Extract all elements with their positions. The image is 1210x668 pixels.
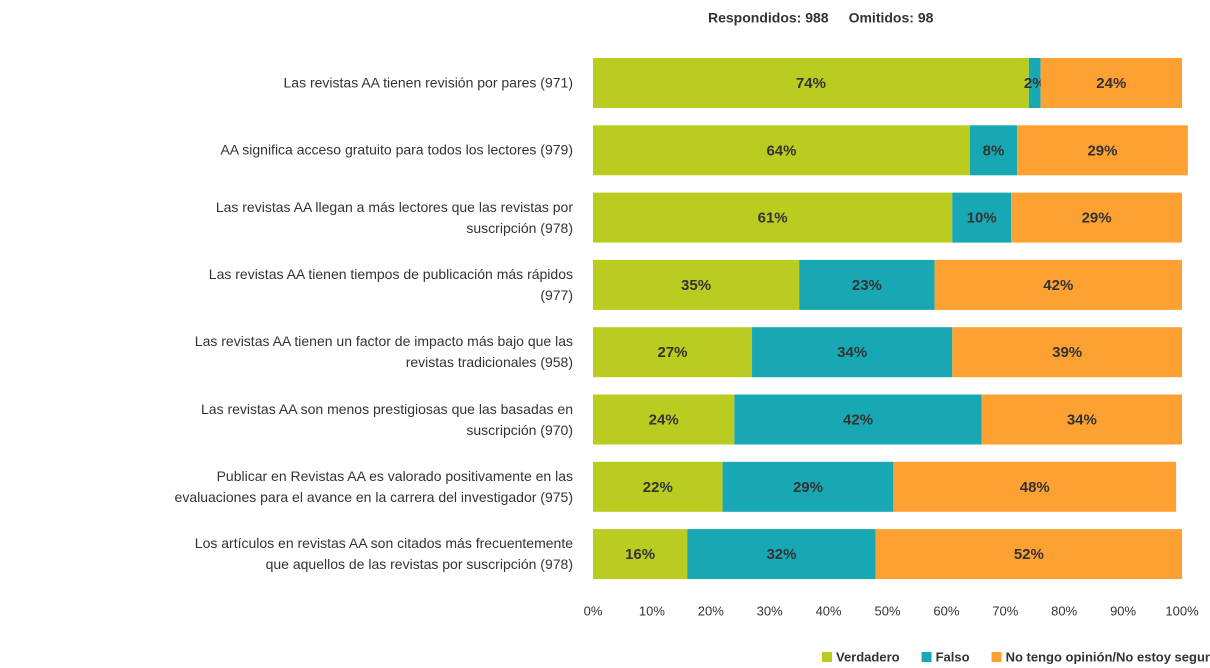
bar-segment [952,327,1182,378]
data-label: 27% [657,344,687,361]
data-label: 39% [1052,344,1082,361]
data-label: 48% [1020,479,1050,496]
bar-segment [799,259,935,310]
data-label: 42% [843,411,873,428]
data-label: 23% [852,277,882,294]
x-tick-label: 60% [933,603,959,618]
data-label: 10% [967,210,997,227]
x-tick-label: 70% [992,603,1018,618]
bar-segment [969,125,1018,176]
legend-label: No tengo opinión/No estoy seguro [1006,649,1210,664]
bar-segment [593,58,1029,108]
data-label: 29% [1082,210,1112,227]
bar-segment [734,394,982,445]
bar-segment [593,259,800,310]
legend-swatch [822,652,832,662]
category-label: Los artículos en revistas AA son citados… [194,535,573,573]
bar-segment [1028,58,1041,108]
x-tick-label: 10% [639,603,665,618]
bar-segment [593,394,735,445]
bar-segment [593,327,753,378]
data-label: 16% [625,546,655,563]
bar-segment [593,192,953,243]
data-label: 24% [1096,75,1126,92]
bar-segment [934,259,1182,310]
bar-segment [752,327,953,378]
data-label: 32% [766,546,796,563]
data-label: 35% [681,277,711,294]
annotation: Omitidos: 98 [849,10,934,26]
x-tick-label: 40% [816,603,842,618]
bar-segment [593,529,688,580]
data-label: 42% [1043,277,1073,294]
x-tick-label: 100% [1165,603,1199,618]
data-label: 8% [983,142,1005,159]
bar-segment [1017,125,1188,176]
category-label: Las revistas AA tienen tiempos de public… [208,265,573,303]
legend-swatch [991,652,1002,662]
category-label: Publicar en Revistas AA es valorado posi… [174,467,573,505]
data-label: 22% [643,479,673,496]
x-tick-label: 50% [874,603,900,618]
data-label: 29% [793,479,823,496]
data-label: 61% [758,210,788,227]
bar-segment [893,461,1177,512]
x-tick-label: 80% [1051,603,1077,618]
data-label: 2% [1024,75,1046,92]
legend-label: Verdadero [836,649,900,664]
bar-segment [593,461,723,512]
x-tick-label: 20% [698,603,724,618]
bar-segment [593,125,970,176]
data-label: 34% [837,344,867,361]
data-label: 24% [649,411,679,428]
annotation: Respondidos: 988 [708,10,829,26]
x-tick-label: 90% [1110,603,1136,618]
legend-label: Falso [936,649,970,664]
data-label: 74% [796,75,826,92]
data-label: 34% [1067,411,1097,428]
category-label: Las revistas AA son menos prestigiosas q… [201,400,573,438]
data-label: 52% [1014,546,1044,563]
data-label: 29% [1087,142,1117,159]
category-label: Las revistas AA tienen un factor de impa… [194,333,573,371]
bar-segment [981,394,1182,445]
bar-segment [875,529,1182,580]
bar-segment [952,192,1012,243]
x-tick-label: 0% [584,603,603,618]
category-label: Las revistas AA tienen revisión por pare… [283,74,574,91]
bar-segment [722,461,894,512]
category-label: Las revistas AA llegan a más lectores qu… [215,198,573,236]
bar-segment [1011,192,1182,243]
category-label: AA significa acceso gratuito para todos … [220,141,573,158]
bar-segment [687,529,876,580]
bar-segment [1040,58,1182,108]
legend-swatch [921,652,932,662]
x-tick-label: 30% [757,603,783,618]
data-label: 64% [766,142,796,159]
